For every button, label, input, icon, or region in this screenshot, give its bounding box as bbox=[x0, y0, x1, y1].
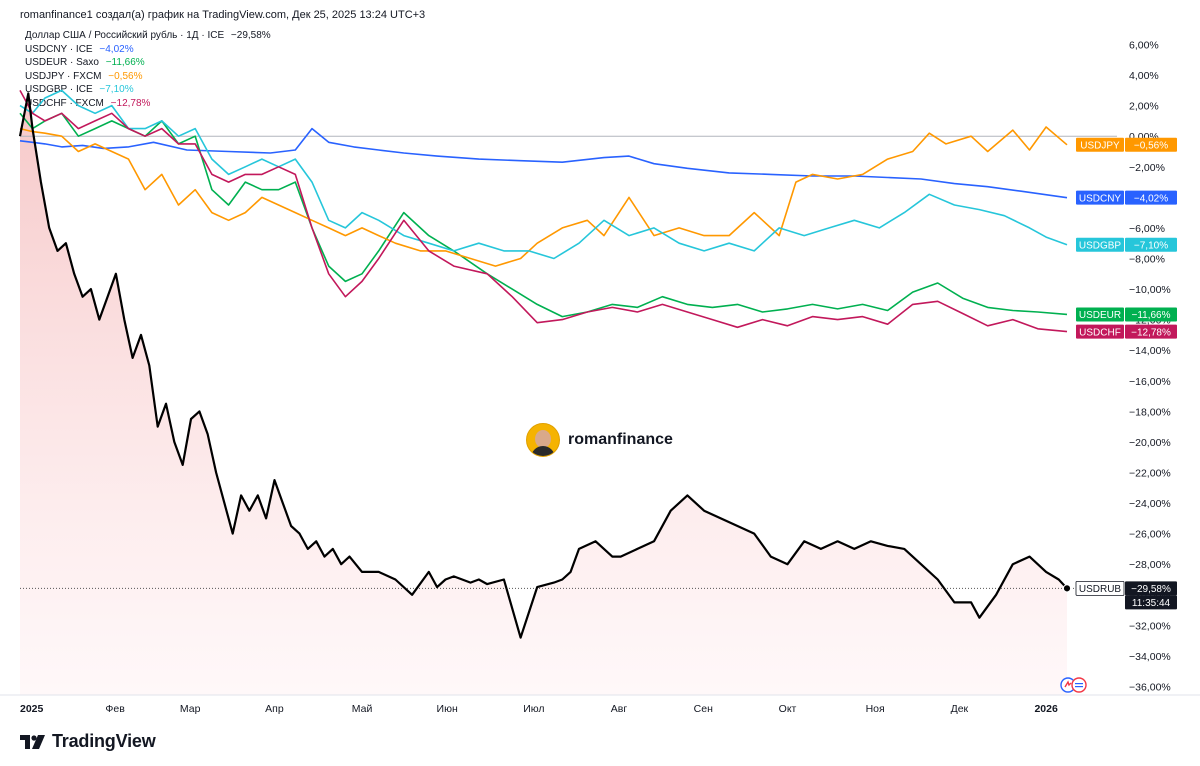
usdeur-price-label[interactable]: USDEUR −11,66% bbox=[1076, 307, 1177, 322]
y-tick-label: −6,00% bbox=[1129, 223, 1165, 235]
tradingview-logo-icon bbox=[20, 734, 45, 749]
usdeur-line[interactable] bbox=[19, 112, 1068, 318]
usdrub-time-box bbox=[1125, 595, 1177, 610]
x-tick-label: Мар bbox=[180, 703, 201, 715]
x-tick-label: Дек bbox=[951, 703, 969, 715]
usdcny-value-text: −4,02% bbox=[1134, 193, 1168, 204]
legend-label-usdchf: USDCHF · FXCM bbox=[25, 97, 104, 109]
usdrub-time-text: 11:35:44 bbox=[1132, 598, 1171, 609]
x-tick-label: Апр bbox=[265, 703, 284, 715]
usdgbp-name-box bbox=[1076, 237, 1124, 252]
legend-change-main: −29,58% bbox=[230, 30, 271, 41]
legend-label-main: Доллар США / Российский рубль · 1Д · ICE bbox=[25, 30, 225, 41]
legend-row-usdeur[interactable]: USDEUR · Saxo −11,66% bbox=[25, 56, 271, 70]
usdcny-name-text: USDCNY bbox=[1079, 193, 1122, 204]
usdjpy-value-text: −0,56% bbox=[1134, 141, 1168, 152]
x-tick-label: Авг bbox=[611, 703, 628, 715]
legend-label-usdeur: USDEUR · Saxo bbox=[25, 57, 99, 69]
y-tick-label: −20,00% bbox=[1129, 437, 1171, 449]
x-tick-label: Июн bbox=[437, 703, 458, 715]
y-tick-label: −36,00% bbox=[1129, 682, 1171, 694]
usdchf-price-label[interactable]: USDCHF −12,78% bbox=[1076, 324, 1177, 339]
usdchf-name-box bbox=[1076, 324, 1124, 339]
y-tick-label: −24,00% bbox=[1129, 498, 1171, 510]
legend-label-usdgbp: USDGBP · ICE bbox=[25, 84, 93, 96]
legend: Доллар США / Российский рубль · 1Д · ICE… bbox=[25, 29, 271, 111]
legend-change-usdchf: −12,78% bbox=[110, 97, 151, 109]
x-tick-label: 2025 bbox=[20, 703, 44, 715]
usdeur-value-box bbox=[1125, 307, 1177, 322]
legend-row-usdchf[interactable]: USDCHF · FXCM −12,78% bbox=[25, 97, 271, 111]
usdrub-area bbox=[20, 93, 1067, 695]
y-tick-label: −10,00% bbox=[1129, 284, 1171, 296]
y-tick-label: −22,00% bbox=[1129, 468, 1171, 480]
legend-row-usdjpy[interactable]: USDJPY · FXCM −0,56% bbox=[25, 70, 271, 84]
usdgbp-value-text: −7,10% bbox=[1134, 241, 1168, 252]
y-tick-label: −2,00% bbox=[1129, 162, 1165, 174]
usdrub-name-box bbox=[1075, 580, 1125, 596]
usdjpy-price-label[interactable]: USDJPY −0,56% bbox=[1076, 137, 1177, 152]
usdgbp-value-box bbox=[1125, 237, 1177, 252]
x-tick-label: Май bbox=[352, 703, 373, 715]
legend-label-usdcny: USDCNY · ICE bbox=[25, 43, 93, 55]
y-tick-label: −16,00% bbox=[1129, 376, 1171, 388]
avatar bbox=[526, 423, 560, 457]
legend-change-usdjpy: −0,56% bbox=[108, 70, 143, 82]
usdcny-name-box bbox=[1076, 190, 1124, 205]
tradingview-logo[interactable]: TradingView bbox=[20, 731, 156, 752]
usdrub-value-text: −29,58% bbox=[1131, 584, 1171, 595]
legend-row-usdcny[interactable]: USDCNY · ICE −4,02% bbox=[25, 43, 271, 57]
usdjpy-line[interactable] bbox=[19, 126, 1068, 267]
legend-label-usdjpy: USDJPY · FXCM bbox=[25, 70, 102, 82]
usdjpy-name-text: USDJPY bbox=[1080, 141, 1120, 152]
x-tick-label: 2026 bbox=[1034, 703, 1058, 715]
usdchf-value-box bbox=[1125, 324, 1177, 339]
y-tick-label: −8,00% bbox=[1129, 254, 1165, 266]
usdcny-line[interactable] bbox=[19, 127, 1068, 199]
x-tick-label: Окт bbox=[779, 703, 797, 715]
x-tick-label: Ноя bbox=[866, 703, 885, 715]
usdeur-value-text: −11,66% bbox=[1131, 310, 1170, 321]
y-tick-label: 4,00% bbox=[1129, 70, 1159, 82]
usdrub-name-text: USDRUB bbox=[1079, 584, 1122, 595]
usdjpy-name-box bbox=[1076, 137, 1124, 152]
legend-change-usdgbp: −7,10% bbox=[99, 84, 134, 96]
y-tick-label: −32,00% bbox=[1129, 620, 1171, 632]
usdgbp-name-text: USDGBP bbox=[1079, 241, 1122, 252]
legend-row-main[interactable]: Доллар США / Российский рубль · 1Д · ICE… bbox=[25, 29, 271, 43]
watermark-text: romanfinance bbox=[568, 431, 673, 448]
usdrub-last-point[interactable] bbox=[1062, 584, 1072, 593]
y-tick-label: −34,00% bbox=[1129, 651, 1171, 663]
usdjpy-value-box bbox=[1125, 137, 1177, 152]
x-tick-label: Июл bbox=[523, 703, 544, 715]
usdcny-value-box bbox=[1125, 190, 1177, 205]
usdchf-name-text: USDCHF bbox=[1079, 327, 1121, 338]
header-title: romanfinance1 создал(а) график на Tradin… bbox=[20, 9, 426, 21]
usdrub-line[interactable] bbox=[18, 92, 1068, 639]
watermark: romanfinance bbox=[526, 423, 673, 457]
usdcny-price-label[interactable]: USDCNY −4,02% bbox=[1076, 190, 1177, 205]
usdchf-value-text: −12,78% bbox=[1131, 327, 1171, 338]
legend-row-usdgbp[interactable]: USDGBP · ICE −7,10% bbox=[25, 83, 271, 97]
y-tick-label: −14,00% bbox=[1129, 345, 1171, 357]
y-tick-label: 6,00% bbox=[1129, 40, 1159, 52]
brand-text: TradingView bbox=[52, 731, 156, 751]
legend-change-usdcny: −4,02% bbox=[99, 43, 134, 55]
y-tick-label: 2,00% bbox=[1129, 101, 1159, 113]
usdgbp-price-label[interactable]: USDGBP −7,10% bbox=[1076, 237, 1177, 252]
usdeur-name-text: USDEUR bbox=[1079, 310, 1121, 321]
x-tick-label: Сен bbox=[694, 703, 713, 715]
y-tick-label: −18,00% bbox=[1129, 406, 1171, 418]
usdgbp-line[interactable] bbox=[19, 89, 1068, 260]
y-tick-label: −28,00% bbox=[1129, 559, 1171, 571]
x-tick-label: Фев bbox=[105, 703, 125, 715]
y-tick-label: −26,00% bbox=[1129, 529, 1171, 541]
tradingview-badge-icon[interactable] bbox=[1060, 676, 1088, 694]
usdrub-value-box bbox=[1125, 581, 1177, 596]
usdrub-price-label[interactable]: USDRUB −29,58% 11:35:44 bbox=[1075, 580, 1177, 610]
usdeur-name-box bbox=[1076, 307, 1124, 322]
usdchf-line[interactable] bbox=[19, 90, 1068, 333]
legend-change-usdeur: −11,66% bbox=[105, 57, 145, 69]
